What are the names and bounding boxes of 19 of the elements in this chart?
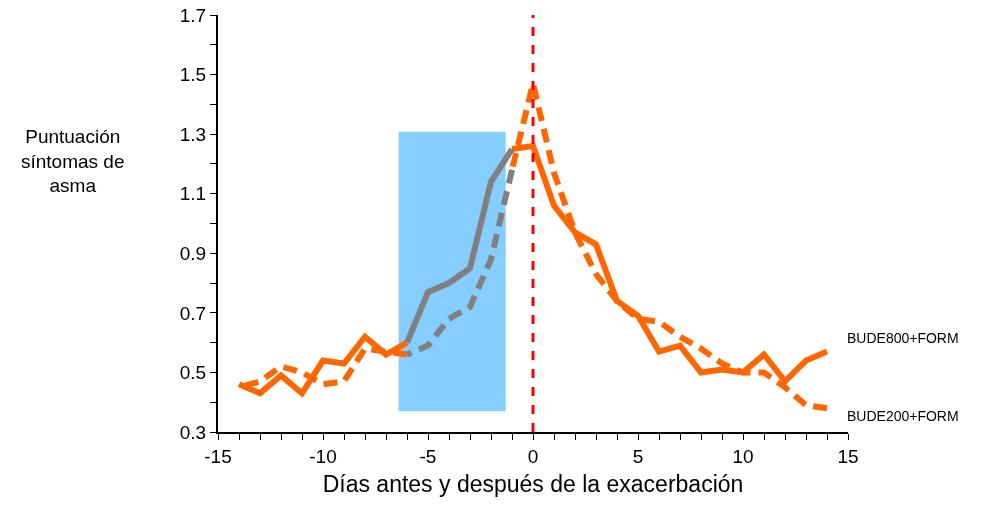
x-tick-label: -5 — [419, 445, 437, 467]
y-tick-label: 0.9 — [179, 242, 207, 264]
x-tick-label: 10 — [732, 445, 754, 467]
y-tick-label: 1.1 — [179, 183, 207, 205]
y-tick-label: 1.5 — [179, 64, 207, 86]
x-tick-label: -10 — [309, 445, 337, 467]
x-tick-label: 15 — [837, 445, 859, 467]
y-tick-label: 0.7 — [179, 302, 207, 324]
series-label: BUDE200+FORM — [847, 408, 959, 424]
y-tick-label: 0.5 — [179, 362, 207, 384]
y-axis-title: Puntuación síntomas de asma — [21, 126, 125, 197]
x-tick-label: -15 — [204, 445, 232, 467]
y-tick-label: 1.7 — [179, 4, 207, 26]
series-label: BUDE800+FORM — [847, 330, 959, 346]
x-axis-title: Días antes y después de la exacerbación — [322, 470, 744, 497]
y-tick-label: 1.3 — [179, 123, 207, 145]
y-tick-label: 0.3 — [179, 421, 207, 443]
x-tick-label: 5 — [632, 445, 644, 467]
x-tick-label: 0 — [527, 445, 539, 467]
